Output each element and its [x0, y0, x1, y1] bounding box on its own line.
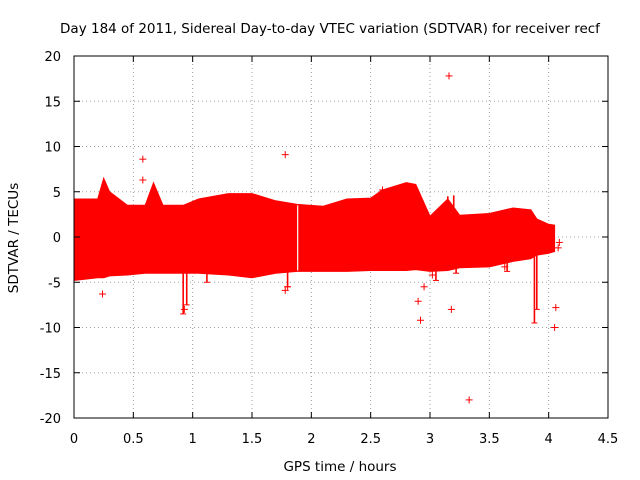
y-tick-label: -20: [40, 412, 61, 427]
outlier-point: [98, 290, 106, 298]
x-axis-tick-labels: 0 0.5 1 1.5 2 2.5 3 3.5 4 4.5: [70, 432, 618, 447]
outlier-point: [281, 286, 289, 294]
outlier-point: [501, 263, 509, 271]
x-tick-label: 3.5: [479, 432, 500, 447]
x-tick-label: 4: [545, 432, 553, 447]
y-axis-tick-labels: 20 15 10 5 0 -5 -10 -15 -20: [40, 50, 61, 427]
chart-title: Day 184 of 2011, Sidereal Day-to-day VTE…: [60, 21, 601, 37]
x-tick-label: 1: [189, 432, 197, 447]
x-tick-label: 0: [70, 432, 78, 447]
x-axis-title: GPS time / hours: [283, 459, 396, 475]
outlier-point: [445, 72, 453, 80]
x-tick-label: 2.5: [360, 432, 381, 447]
y-tick-label: 10: [44, 141, 61, 156]
x-tick-label: 0.5: [123, 432, 144, 447]
outlier-point: [417, 316, 425, 324]
outlier-point: [555, 238, 563, 246]
dense-band: [73, 176, 556, 281]
x-tick-label: 3: [426, 432, 434, 447]
outlier-point: [139, 155, 147, 163]
outlier-point: [420, 283, 428, 291]
x-tick-label: 1.5: [242, 432, 263, 447]
outlier-point: [552, 304, 560, 312]
outlier-point: [465, 396, 473, 404]
outlier-point: [428, 271, 436, 279]
y-tick-label: -15: [40, 367, 61, 382]
y-tick-label: 5: [53, 186, 61, 201]
y-tick-label: 15: [44, 95, 61, 110]
x-tick-label: 4.5: [598, 432, 619, 447]
y-tick-label: 0: [53, 231, 61, 246]
axis-ticks: [73, 55, 609, 419]
y-axis-title: SDTVAR / TECUs: [6, 183, 22, 293]
y-tick-label: 20: [44, 50, 61, 65]
y-tick-label: -5: [48, 276, 61, 291]
outlier-point: [414, 297, 422, 305]
outlier-point: [139, 176, 147, 184]
data-series-sdtvar: [73, 72, 563, 404]
x-tick-label: 2: [307, 432, 315, 447]
outlier-point: [284, 283, 292, 291]
y-tick-label: -10: [40, 322, 61, 337]
outlier-point: [379, 186, 387, 194]
outlier-point: [554, 244, 562, 252]
outlier-point: [281, 151, 289, 159]
outlier-point: [551, 324, 559, 331]
outlier-point: [180, 305, 188, 313]
outlier-point: [447, 305, 455, 313]
